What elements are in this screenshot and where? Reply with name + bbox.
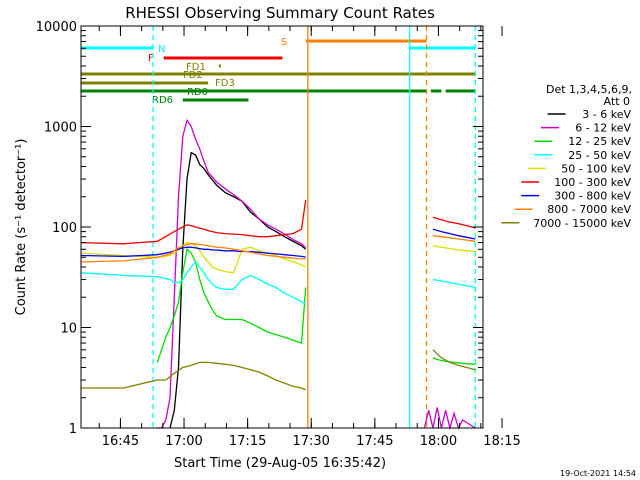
flag-label-s: S [281,37,287,48]
legend-entry-label: 25 - 50 keV [568,149,631,162]
flag-label-rd0: RD0 [187,87,208,98]
series-line [80,241,306,274]
legend-header-1: Det 1,3,4,5,6,9, [546,83,632,96]
series-line [156,248,307,363]
legend-header-2: Att 0 [604,95,630,108]
legend-entry-label: 100 - 300 keV [554,176,631,189]
x-tick-label: 17:15 [229,434,266,449]
flag-label-fd3: FD3 [215,78,235,89]
series-line [169,151,307,429]
x-tick-label: 18:00 [420,434,457,449]
y-tick-label: 1 [69,422,77,437]
flag-label-n: N [158,44,165,55]
footer-date: 19-Oct-2021 14:54 [560,469,636,478]
x-tick-label: 17:00 [165,434,202,449]
x-tick-label: 16:45 [102,434,139,449]
legend-entry-label: 800 - 7000 keV [547,203,631,216]
x-tick-label: 17:45 [356,434,393,449]
series-line [432,349,476,371]
y-tick-label: 100 [52,221,77,236]
flag-label-rd6: RD6 [152,95,173,106]
series-line [432,216,476,229]
series-line [432,245,476,253]
x-axis-label: Start Time (29-Aug-05 16:35:42) [174,456,386,471]
series-line [432,228,476,240]
legend-entry-label: 3 - 6 keV [582,108,631,121]
series-line [80,260,307,305]
y-tick-label: 1000 [44,121,77,136]
series-line [423,407,476,431]
x-tick-label: 17:30 [292,434,329,449]
series-line [432,278,476,289]
series-line [157,118,307,429]
x-axis-ticks: 16:45 17:00 17:15 17:30 17:45 18:00 18:15 [98,26,521,449]
series-line [432,235,476,242]
flag-label-f: F [148,53,154,64]
x-tick-label: 18:15 [483,434,520,449]
legend-entry-label: 300 - 800 keV [554,190,631,203]
data-series [80,118,476,431]
y-axis-label: Count Rate (s⁻¹ detector⁻¹) [14,139,29,316]
y-tick-label: 10 [60,322,77,337]
legend-entry-label: 50 - 100 keV [561,162,631,175]
series-line [81,361,306,391]
legend-entry-label: 7000 - 15000 keV [533,217,631,230]
y-axis-ticks: 1 10 100 1000 10000 [36,20,483,437]
flag-label-fd1: FD1 [186,62,206,73]
series-line [80,243,306,263]
chart-title: RHESSI Observing Summary Count Rates [125,4,435,22]
plot-frame [80,25,484,429]
flag-label-fd2: FD2 [183,70,203,81]
y-tick-label: 10000 [36,20,77,35]
legend-entry-label: 12 - 25 keV [568,135,631,148]
series-line [80,200,307,245]
legend-entry-label: 6 - 12 keV [575,122,631,135]
